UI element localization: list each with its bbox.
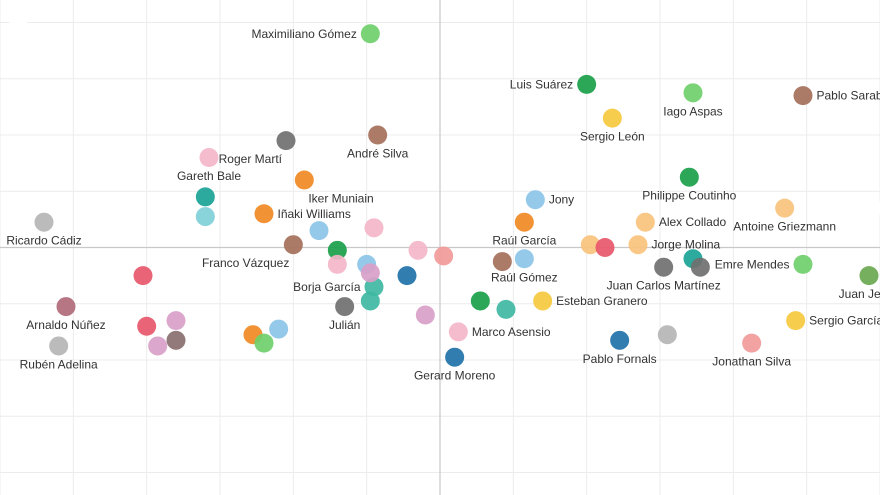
data-point[interactable]: [775, 198, 795, 218]
data-point[interactable]: [533, 291, 553, 311]
data-point[interactable]: [8, 10, 28, 30]
data-point[interactable]: [859, 266, 879, 286]
data-point[interactable]: [327, 254, 347, 274]
data-point[interactable]: [610, 330, 630, 350]
data-point[interactable]: [254, 204, 274, 224]
data-point[interactable]: [148, 336, 168, 356]
data-point[interactable]: [254, 333, 274, 353]
data-point[interactable]: [863, 198, 880, 218]
data-point[interactable]: [166, 330, 186, 350]
data-point-label: Jorge Molina: [652, 238, 721, 252]
data-point-label: Juan Carlos Martínez: [607, 279, 721, 293]
data-point-label: Rubén Adelina: [20, 357, 98, 371]
data-point[interactable]: [580, 235, 600, 255]
data-point[interactable]: [496, 299, 516, 319]
data-point-label: Emre Mendes: [715, 257, 790, 271]
data-point-label: Sergio García: [809, 314, 880, 328]
data-point[interactable]: [283, 235, 303, 255]
data-point[interactable]: [269, 319, 289, 339]
data-point[interactable]: [514, 212, 534, 232]
data-point-label: Jonathan Silva: [712, 355, 791, 369]
data-point[interactable]: [56, 297, 76, 317]
data-point-label: Borja García: [293, 280, 361, 294]
data-point-label: Antoine Griezmann: [733, 220, 836, 234]
data-point[interactable]: [793, 86, 813, 106]
data-point[interactable]: [360, 263, 380, 283]
data-point-label: Ricardo Cádiz: [6, 234, 81, 248]
data-point-label: Luis Suárez: [510, 77, 573, 91]
data-point[interactable]: [445, 347, 465, 367]
data-point-label: Pablo Fornals: [583, 352, 657, 366]
data-point[interactable]: [294, 170, 314, 190]
data-point-label: Raúl Gómez: [491, 270, 558, 284]
data-point[interactable]: [595, 238, 615, 257]
data-point[interactable]: [602, 108, 622, 128]
data-point[interactable]: [364, 218, 384, 238]
data-point-label: Pablo Sarabia: [817, 89, 880, 103]
data-point[interactable]: [327, 240, 347, 260]
data-points-group: [8, 10, 880, 367]
data-point[interactable]: [635, 212, 655, 232]
data-point[interactable]: [276, 131, 296, 151]
data-point[interactable]: [137, 316, 157, 336]
data-point-label: André Silva: [347, 147, 409, 161]
data-point[interactable]: [415, 305, 435, 325]
data-point[interactable]: [690, 257, 710, 277]
data-point-label: Philippe Coutinho: [642, 189, 736, 203]
data-point-label: Gerard Moreno: [414, 369, 496, 383]
data-point-label: Iago Aspas: [663, 104, 722, 118]
data-point[interactable]: [49, 336, 69, 356]
data-point[interactable]: [360, 24, 380, 44]
data-point[interactable]: [628, 235, 648, 255]
data-point[interactable]: [360, 291, 380, 311]
data-point[interactable]: [786, 311, 806, 331]
data-point[interactable]: [195, 207, 215, 227]
data-point[interactable]: [408, 240, 428, 260]
data-point-label: Iker Muniain: [308, 192, 373, 206]
data-point[interactable]: [335, 297, 355, 317]
data-point-label: Juan Jesús: [839, 287, 880, 301]
data-point-label: Maximiliano Gómez: [251, 27, 356, 41]
data-point[interactable]: [368, 125, 388, 145]
data-point-label: Sergio León: [580, 130, 645, 144]
data-point-label: Franco Vázquez: [202, 256, 289, 270]
data-point-label: Alex Collado: [659, 215, 727, 229]
data-point[interactable]: [514, 249, 534, 269]
data-point-label: Esteban Granero: [556, 294, 648, 308]
data-point[interactable]: [166, 311, 186, 331]
data-point[interactable]: [195, 187, 215, 207]
data-point-label: Raúl García: [492, 234, 556, 248]
data-point-label: Iñaki Williams: [278, 207, 351, 221]
data-point[interactable]: [577, 74, 597, 94]
data-point[interactable]: [492, 252, 512, 272]
data-point[interactable]: [34, 212, 54, 232]
data-point[interactable]: [679, 167, 699, 187]
data-point[interactable]: [448, 322, 468, 342]
data-point[interactable]: [742, 333, 762, 353]
data-point[interactable]: [654, 257, 674, 277]
data-point[interactable]: [683, 83, 703, 103]
data-point-label: Gareth Bale: [177, 169, 241, 183]
data-point-label: Jony: [549, 193, 574, 207]
data-point-label: Roger Martí: [219, 152, 283, 166]
data-labels-group: Maximiliano Gómez Luis Suárez Iago Aspas Pa…: [6, 27, 880, 383]
data-point-label: Marco Asensio: [472, 325, 551, 339]
data-point-label: Julián: [329, 318, 360, 332]
data-point[interactable]: [793, 254, 813, 274]
data-point[interactable]: [133, 266, 153, 286]
data-point[interactable]: [657, 325, 677, 345]
data-point[interactable]: [525, 190, 545, 210]
data-point[interactable]: [434, 246, 454, 266]
data-point[interactable]: [309, 221, 329, 241]
data-point[interactable]: [397, 266, 417, 286]
data-point[interactable]: [199, 148, 219, 167]
data-point-label: Arnaldo Núñez: [26, 318, 105, 332]
data-point[interactable]: [470, 291, 490, 311]
